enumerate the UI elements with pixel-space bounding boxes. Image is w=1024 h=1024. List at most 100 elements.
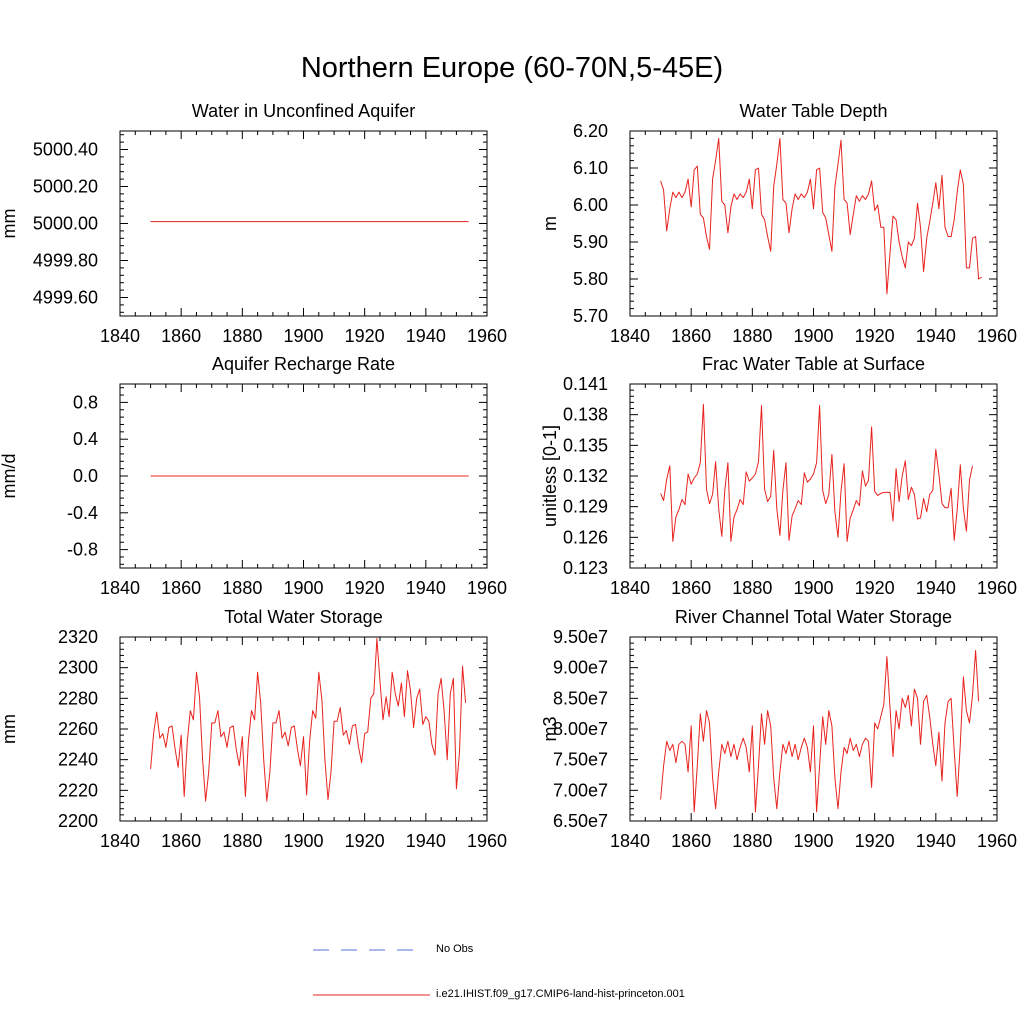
panel-total-water-storage: Total Water Storage mm 1840 1860 1880 1900 192… xyxy=(0,607,507,851)
panel-title: River Channel Total Water Storage xyxy=(675,607,952,627)
x-tick-label: 1840 xyxy=(610,831,650,851)
y-axis-label: mm xyxy=(0,209,19,239)
x-tick-label: 1860 xyxy=(161,831,201,851)
x-tick-label: 1960 xyxy=(467,578,507,598)
plot-frame xyxy=(119,130,488,317)
y-axis-label: unitless [0-1] xyxy=(540,425,560,527)
y-tick-label: 5000.00 xyxy=(33,214,98,234)
y-tick-label: 0.129 xyxy=(563,497,608,517)
panel-title: Frac Water Table at Surface xyxy=(702,354,925,374)
plot-frame xyxy=(629,383,998,569)
legend-swatches xyxy=(313,949,430,996)
y-tick-label: 2260 xyxy=(58,719,98,739)
y-axis-label: mm/d xyxy=(0,454,19,499)
y-tick-label: 5.80 xyxy=(573,269,608,289)
x-tick-label: 1900 xyxy=(283,831,323,851)
panel-title: Water in Unconfined Aquifer xyxy=(192,101,415,121)
y-tick-label: 0.123 xyxy=(563,558,608,578)
y-tick-label: -0.4 xyxy=(67,503,98,523)
data-line xyxy=(660,137,982,295)
x-tick-label: 1840 xyxy=(100,831,140,851)
x-tick-label: 1840 xyxy=(610,578,650,598)
y-tick-label: 7.50e7 xyxy=(553,750,608,770)
x-tick-label: 1940 xyxy=(406,831,446,851)
x-tick-label: 1880 xyxy=(732,578,772,598)
y-tick-label: 0.8 xyxy=(73,392,98,412)
x-tick-label: 1880 xyxy=(732,831,772,851)
y-tick-label: -0.8 xyxy=(67,540,98,560)
data-line xyxy=(660,403,973,542)
panel-title: Total Water Storage xyxy=(224,607,382,627)
y-tick-label: 2300 xyxy=(58,658,98,678)
x-tick-label: 1940 xyxy=(916,326,956,346)
x-tick-label: 1920 xyxy=(345,578,385,598)
panel-river-channel-total-water-storage: River Channel Total Water Storage m3 1840 1… xyxy=(540,607,1017,851)
x-tick-label: 1860 xyxy=(671,831,711,851)
x-tick-label: 1920 xyxy=(855,831,895,851)
x-tick-label: 1920 xyxy=(345,831,385,851)
y-tick-label: 8.00e7 xyxy=(553,719,608,739)
y-tick-label: 2220 xyxy=(58,780,98,800)
x-tick-label: 1920 xyxy=(855,578,895,598)
y-tick-label: 8.50e7 xyxy=(553,688,608,708)
y-tick-label: 5000.20 xyxy=(33,177,98,197)
y-tick-label: 0.135 xyxy=(563,435,608,455)
x-tick-label: 1880 xyxy=(222,831,262,851)
y-tick-label: 0.126 xyxy=(563,527,608,547)
y-tick-label: 6.20 xyxy=(573,121,608,141)
x-tick-label: 1900 xyxy=(793,326,833,346)
x-tick-label: 1880 xyxy=(222,326,262,346)
x-tick-label: 1920 xyxy=(855,326,895,346)
y-tick-label: 9.50e7 xyxy=(553,627,608,647)
x-tick-label: 1960 xyxy=(977,326,1017,346)
x-tick-label: 1880 xyxy=(222,578,262,598)
x-tick-label: 1940 xyxy=(916,578,956,598)
panel-aquifer-recharge-rate: Aquifer Recharge Rate mm/d 1840 1860 1880 190… xyxy=(0,354,507,598)
x-tick-label: 1860 xyxy=(161,578,201,598)
x-tick-label: 1840 xyxy=(610,326,650,346)
y-tick-label: 5.90 xyxy=(573,232,608,252)
y-tick-label: 0.0 xyxy=(73,466,98,486)
x-tick-label: 1940 xyxy=(406,326,446,346)
x-tick-label: 1940 xyxy=(916,831,956,851)
legend: No Obs i.e21.IHIST.f09_g17.CMIP6-land-hi… xyxy=(0,930,1024,1020)
y-tick-label: 0.4 xyxy=(73,429,98,449)
panel-title: Water Table Depth xyxy=(739,101,887,121)
x-tick-label: 1860 xyxy=(671,326,711,346)
y-tick-label: 5.70 xyxy=(573,306,608,326)
x-tick-label: 1900 xyxy=(283,578,323,598)
x-tick-label: 1860 xyxy=(161,326,201,346)
data-line xyxy=(660,650,980,813)
y-tick-label: 0.138 xyxy=(563,405,608,425)
x-tick-label: 1960 xyxy=(467,831,507,851)
panel-water-table-depth: Water Table Depth m 1840 1860 1880 1900 1920 19… xyxy=(540,101,1017,346)
x-tick-label: 1840 xyxy=(100,578,140,598)
x-tick-label: 1920 xyxy=(345,326,385,346)
x-tick-label: 1900 xyxy=(283,326,323,346)
panel-frac-water-table-at-surface: Frac Water Table at Surface unitless [0-1… xyxy=(540,354,1017,598)
x-tick-label: 1960 xyxy=(977,578,1017,598)
panel-water-in-unconfined-aquifer: Water in Unconfined Aquifer mm 1840 1860 188… xyxy=(0,101,507,346)
plot-frame xyxy=(629,130,998,317)
y-tick-label: 7.00e7 xyxy=(553,780,608,800)
y-tick-label: 5000.40 xyxy=(33,140,98,160)
x-tick-label: 1840 xyxy=(100,326,140,346)
y-tick-label: 0.132 xyxy=(563,466,608,486)
panel-title: Aquifer Recharge Rate xyxy=(212,354,395,374)
y-tick-label: 0.141 xyxy=(563,374,608,394)
y-tick-label: 2200 xyxy=(58,811,98,831)
y-axis-label: mm xyxy=(0,714,19,744)
legend-model-label: i.e21.IHIST.f09_g17.CMIP6-land-hist-prin… xyxy=(436,988,685,1000)
x-tick-label: 1940 xyxy=(406,578,446,598)
x-tick-label: 1880 xyxy=(732,326,772,346)
data-line xyxy=(150,638,467,802)
plot-frame xyxy=(119,636,488,822)
y-tick-label: 6.10 xyxy=(573,158,608,178)
y-axis-label: m xyxy=(540,216,560,231)
y-tick-label: 4999.60 xyxy=(33,288,98,308)
y-tick-label: 6.50e7 xyxy=(553,811,608,831)
x-tick-label: 1900 xyxy=(793,831,833,851)
y-tick-label: 9.00e7 xyxy=(553,658,608,678)
y-tick-label: 2240 xyxy=(58,750,98,770)
